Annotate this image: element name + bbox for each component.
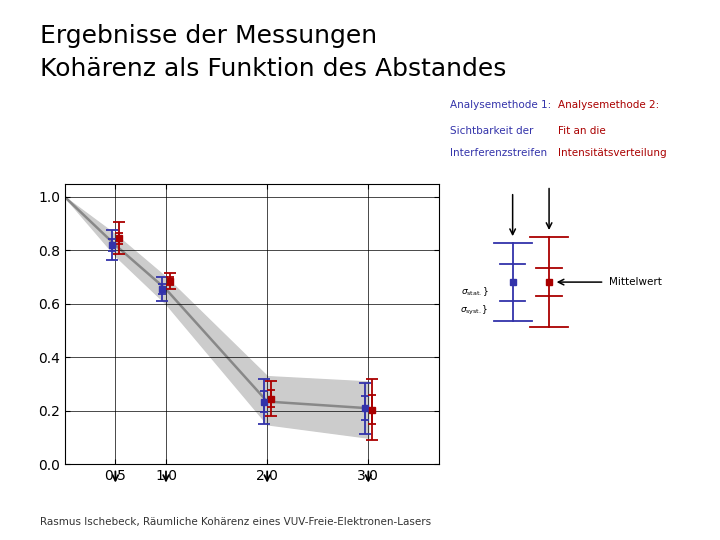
Text: Interferenzstreifen: Interferenzstreifen	[450, 148, 547, 159]
Text: Intensitätsverteilung: Intensitätsverteilung	[558, 148, 667, 159]
Text: $\sigma_{\sf stat.}$}: $\sigma_{\sf stat.}$}	[461, 285, 489, 298]
Text: Fit an die: Fit an die	[558, 126, 606, 136]
Text: Ergebnisse der Messungen: Ergebnisse der Messungen	[40, 24, 377, 48]
Text: Kohärenz als Funktion des Abstandes: Kohärenz als Funktion des Abstandes	[40, 57, 506, 80]
Text: Sichtbarkeit der: Sichtbarkeit der	[450, 126, 534, 136]
Text: Analysemethode 2:: Analysemethode 2:	[558, 100, 660, 110]
Text: Rasmus Ischebeck, Räumliche Kohärenz eines VUV-Freie-Elektronen-Lasers: Rasmus Ischebeck, Räumliche Kohärenz ein…	[40, 516, 431, 526]
Text: Analysemethode 1:: Analysemethode 1:	[450, 100, 552, 110]
Text: $\sigma_{\sf syst.}$}: $\sigma_{\sf syst.}$}	[460, 304, 489, 318]
Text: Mittelwert: Mittelwert	[609, 277, 662, 287]
